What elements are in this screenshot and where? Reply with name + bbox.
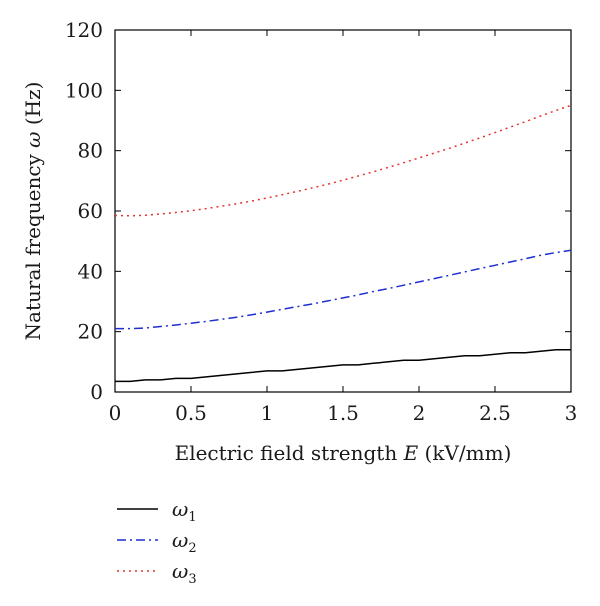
x-axis-ticks: 0 0.5 1 1.5 2 2.5 3 (109, 30, 578, 425)
legend-entry-ω2: ω2 (172, 528, 197, 556)
legend-entry-ω1: ω1 (172, 497, 197, 525)
legend: ω1 ω2 ω3 (117, 497, 197, 587)
y-tick-label: 0 (90, 380, 103, 404)
series-line-ω1 (115, 349, 571, 383)
x-tick-label: 0.5 (175, 401, 207, 425)
x-tick-label: 3 (565, 401, 578, 425)
y-axis-title: Natural frequency ω (Hz) (21, 82, 45, 341)
x-axis-title: Electric field strength E (kV/mm) (175, 441, 512, 465)
x-tick-label: 0 (109, 401, 122, 425)
y-tick-label: 60 (78, 199, 103, 223)
x-tick-label: 1 (261, 401, 274, 425)
x-tick-label: 2.5 (479, 401, 511, 425)
x-tick-label: 1.5 (327, 401, 359, 425)
series-line-ω2 (115, 249, 572, 330)
series-line-ω3 (114, 104, 572, 217)
y-tick-label: 100 (65, 78, 103, 102)
y-tick-label: 80 (78, 139, 103, 163)
y-tick-label: 120 (65, 18, 103, 42)
legend-entry-ω3: ω3 (172, 559, 197, 587)
x-tick-label: 2 (413, 401, 426, 425)
series-lines (114, 104, 572, 383)
plot-frame (114, 29, 572, 393)
y-tick-label: 20 (78, 320, 103, 344)
y-axis-ticks: 0 20 40 60 80 100 120 (65, 18, 571, 404)
y-tick-label: 40 (78, 259, 103, 283)
